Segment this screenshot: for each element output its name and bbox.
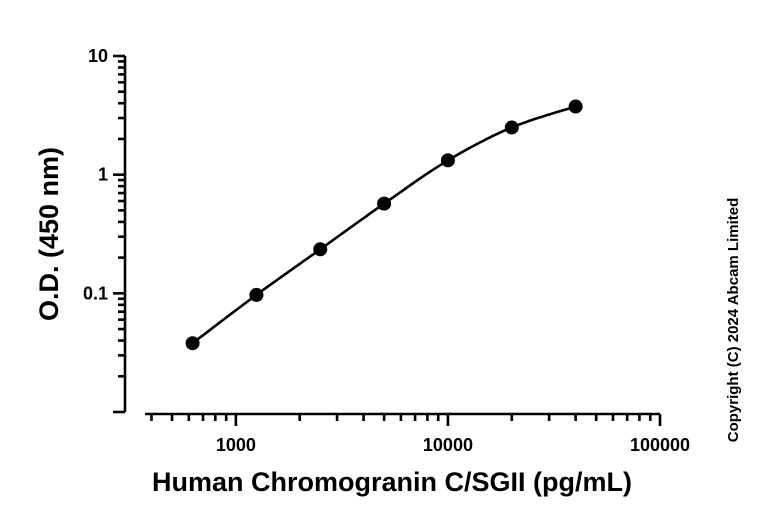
y-tick-label: 0.1: [83, 283, 108, 303]
x-tick-label: 100000: [630, 435, 690, 455]
copyright-notice: Copyright (C) 2024 Abcam Limited: [725, 198, 742, 442]
data-point: [504, 120, 519, 135]
y-axis-title: O.D. (450 nm): [34, 147, 64, 321]
data-point: [568, 99, 583, 114]
tick-labels: 0.1 1 10 1000 10000 100000: [83, 46, 690, 455]
data-point: [313, 242, 328, 257]
fit-curve: [191, 105, 575, 345]
y-tick-label: 10: [88, 46, 108, 66]
axes: [113, 54, 662, 426]
x-axis-title: Human Chromogranin C/SGII (pg/mL): [152, 467, 632, 497]
data-points: [185, 99, 583, 351]
data-point: [377, 196, 392, 211]
x-tick-label: 1000: [216, 435, 256, 455]
y-tick-label: 1: [98, 165, 108, 185]
data-point: [249, 287, 264, 302]
data-point: [440, 153, 455, 168]
data-point: [185, 336, 200, 351]
x-tick-label: 10000: [423, 435, 473, 455]
